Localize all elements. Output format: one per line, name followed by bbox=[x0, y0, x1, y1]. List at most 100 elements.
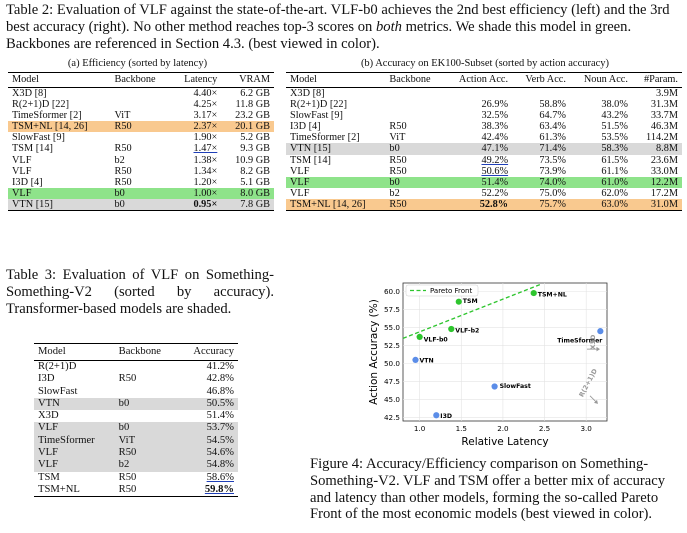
t2b-cell-param-text: 8.8M bbox=[655, 143, 678, 155]
t2b-cell-noun-text: 63.0% bbox=[601, 198, 628, 210]
y-tick-label: 55.0 bbox=[384, 323, 400, 332]
t2b-cell-verb: 75.0% bbox=[512, 188, 570, 199]
t2a-cell-backbone-text: b2 bbox=[114, 154, 125, 166]
t2b-header-param-text: #Param. bbox=[643, 74, 678, 86]
t3-cell-backbone: R50 bbox=[114, 447, 178, 460]
table-row: TSM+NL [14, 26] R50 2.37× 20.1 GB bbox=[8, 121, 274, 133]
t2b-cell-verb-text: 73.5% bbox=[539, 154, 566, 166]
t2a-cell-model: R(2+1)D [22] bbox=[8, 99, 110, 110]
t2b-cell-param-text: 114.2M bbox=[646, 132, 678, 144]
table-row: VLF b0 51.4% 74.0% 61.0% 12.2M bbox=[286, 176, 682, 188]
t2b-cell-param-text: 33.7M bbox=[650, 110, 678, 122]
t3-cell-model-text: SlowFast bbox=[38, 385, 78, 397]
t2b-cell-param: 31.0M bbox=[631, 198, 682, 212]
point-vlf-b0 bbox=[416, 333, 423, 341]
t2b-cell-action-text: 50.6% bbox=[481, 165, 509, 177]
table2b: Model Backbone Action Acc. Verb Acc. Noun Ac… bbox=[286, 72, 682, 212]
t2b-cell-verb: 74.0% bbox=[512, 176, 570, 188]
t3-header-model-text: Model bbox=[38, 345, 66, 357]
t3-cell-model: TSM+NL bbox=[34, 483, 115, 498]
t2b-cell-action: 47.1% bbox=[443, 143, 513, 155]
t2b-cell-action-text: 47.1% bbox=[481, 143, 509, 155]
t2b-header-noun: Noun Acc. bbox=[569, 72, 632, 88]
t2a-cell-backbone-text: b0 bbox=[114, 198, 125, 210]
x-tick-label: 1.0 bbox=[414, 424, 426, 433]
t2b-cell-backbone: b2 bbox=[385, 188, 444, 199]
t2b-cell-backbone: ViT bbox=[385, 132, 444, 143]
t3-cell-backbone: R50 bbox=[115, 373, 178, 385]
table2-caption-em: both bbox=[375, 18, 402, 35]
t2b-cell-verb: 73.9% bbox=[512, 166, 570, 177]
table2a-subcaption: (a) Efficiency (sorted by latency) bbox=[67, 58, 208, 69]
table-row: VLF R50 54.6% bbox=[34, 447, 238, 460]
table-row: I3D [4] R50 38.3% 63.4% 51.5% 46.3M bbox=[286, 121, 682, 132]
figure4-chart: 42.5 45.0 47.5 50.0 52.5 55.0 57.5 60.0 1.0 1.5 2… bbox=[368, 282, 608, 448]
table3-caption: Table 3: Evaluation of VLF on Something-… bbox=[6, 267, 274, 317]
t2b-cell-noun-text: 51.5% bbox=[601, 121, 628, 133]
t3-cell-acc: 50.5% bbox=[177, 397, 238, 411]
t2b-cell-action-text: 32.5% bbox=[481, 110, 509, 122]
table2-caption-post: metrics. We shade this model in green. B… bbox=[6, 18, 632, 52]
table2b-subcaption: (b) Accuracy on EK100-Subset (sorted by … bbox=[360, 58, 610, 69]
t2b-cell-verb: 58.8% bbox=[512, 99, 570, 110]
x3d-offchart-label: X3D bbox=[589, 334, 597, 350]
t2a-cell-model: VLF bbox=[8, 166, 110, 177]
t2b-cell-param-text: 31.3M bbox=[650, 99, 678, 111]
t2a-cell-backbone-text: R50 bbox=[114, 165, 132, 177]
t2a-cell-latency-text: 3.17× bbox=[193, 110, 218, 122]
t2a-cell-backbone-text: R50 bbox=[114, 121, 132, 133]
t2a-cell-backbone: b0 bbox=[110, 198, 171, 212]
data-points: TSM+NL TSM VLF-b2 VLF-b0 TimeSformer VTN SlowF… bbox=[412, 289, 604, 420]
t2b-cell-action: 26.9% bbox=[444, 99, 512, 110]
t3-header-model: Model bbox=[34, 343, 115, 361]
t2a-header-model: Model bbox=[8, 72, 111, 88]
table-row: VTN [15] b0 47.1% 71.4% 58.3% 8.8M bbox=[286, 143, 682, 155]
t2a-cell-vram-text: 5.1 GB bbox=[240, 176, 270, 188]
t2a-cell-model: TSM+NL [14, 26] bbox=[8, 121, 111, 133]
t2a-cell-latency: 1.20× bbox=[171, 177, 222, 188]
t2a-cell-vram: 5.1 GB bbox=[221, 177, 274, 188]
t2b-cell-backbone bbox=[385, 99, 444, 110]
table-row: TSM R50 58.6% bbox=[34, 472, 238, 484]
table2a: Model Backbone Latency VRAM X3D [8] 4.40× 6.2… bbox=[8, 72, 274, 212]
t2b-cell-model: TSM [14] bbox=[286, 155, 385, 166]
t2b-header-verb-text: Verb Acc. bbox=[525, 74, 566, 86]
legend-label: Pareto Front bbox=[430, 287, 472, 295]
t2b-cell-backbone-text: R50 bbox=[389, 198, 407, 210]
table2-caption: Table 2: Evaluation of VLF against the s… bbox=[6, 2, 682, 52]
t3-cell-acc-text: 41.2% bbox=[206, 361, 234, 372]
t2b-cell-action: 42.4% bbox=[444, 132, 512, 143]
t3-cell-acc: 51.4% bbox=[177, 410, 238, 422]
t3-cell-acc: 42.8% bbox=[177, 373, 238, 385]
t2b-cell-verb: 75.7% bbox=[512, 198, 570, 212]
point-label: VLF-b0 bbox=[424, 336, 449, 343]
t2a-header-backbone-text: Backbone bbox=[114, 74, 156, 86]
t2a-cell-vram: 23.2 GB bbox=[221, 110, 274, 121]
x3d-arrowhead bbox=[596, 346, 600, 352]
t2b-cell-verb: 64.7% bbox=[512, 110, 570, 121]
t2a-cell-vram: 8.2 GB bbox=[221, 166, 274, 177]
table-row: TSM+NL R50 59.8% bbox=[34, 483, 238, 498]
t2b-cell-action bbox=[444, 88, 512, 100]
table-row: R(2+1)D [22] 26.9% 58.8% 38.0% 31.3M bbox=[286, 99, 682, 110]
t2b-cell-model-text: VTN [15] bbox=[290, 143, 331, 155]
t2a-cell-vram: 9.3 GB bbox=[221, 143, 274, 154]
t2a-cell-backbone: R50 bbox=[110, 166, 170, 177]
t2b-cell-action: 52.8% bbox=[443, 198, 513, 212]
y-ticks: 42.5 45.0 47.5 50.0 52.5 55.0 57.5 60.0 bbox=[384, 287, 400, 422]
point-label: TSM+NL bbox=[538, 292, 567, 299]
t2b-cell-noun: 61.5% bbox=[570, 155, 632, 166]
point-label: TimeSformer bbox=[557, 338, 603, 345]
t2b-cell-backbone-text: ViT bbox=[389, 132, 406, 144]
t2a-cell-model: X3D [8] bbox=[8, 88, 110, 100]
point-i3d bbox=[433, 412, 440, 419]
t3-cell-backbone-text: b2 bbox=[118, 459, 130, 471]
t2a-cell-model-text: TimeSformer [2] bbox=[12, 110, 82, 122]
t2b-cell-param: 8.8M bbox=[631, 143, 682, 155]
table-row: VLF R50 50.6% 73.9% 61.1% 33.0M bbox=[286, 166, 682, 177]
t2a-cell-latency-text: 4.25× bbox=[193, 99, 218, 111]
t2a-cell-vram-text: 6.2 GB bbox=[240, 88, 270, 99]
t2a-cell-model-text: VLF bbox=[12, 154, 32, 166]
t3-cell-model-text: TSM bbox=[38, 471, 60, 483]
t2a-cell-vram: 6.2 GB bbox=[221, 88, 274, 100]
